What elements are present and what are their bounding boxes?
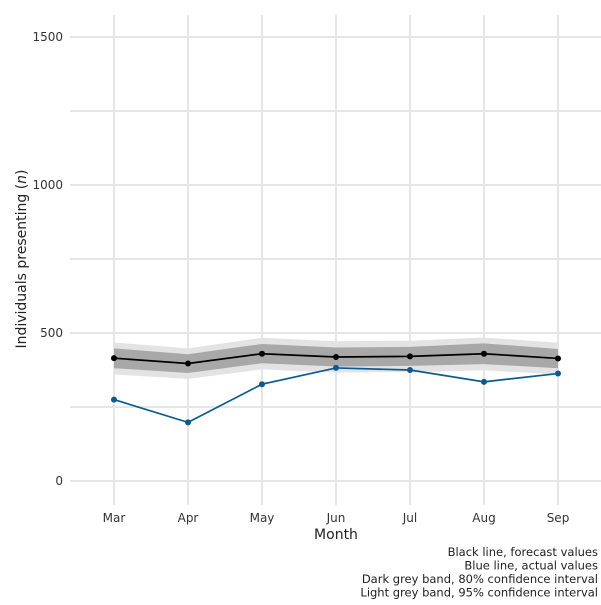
tick-labels: Mar Apr May Jun Jul Aug Sep 0 500 1000 1500 [32, 30, 569, 525]
x-tick-label: Apr [178, 511, 199, 525]
caption-line: Dark grey band, 80% confidence interval [362, 572, 598, 586]
caption-line: Black line, forecast values [448, 545, 598, 559]
x-tick-label: Sep [547, 511, 570, 525]
actual-point [407, 367, 413, 373]
grid [70, 15, 601, 505]
forecast-point [111, 355, 117, 362]
x-tick-label: Aug [472, 511, 495, 525]
y-tick-label: 1000 [32, 178, 63, 192]
forecast-point [259, 350, 265, 357]
actual-point [185, 419, 191, 426]
x-axis-title: Month [314, 527, 358, 543]
actual-point [555, 370, 561, 377]
x-tick-label: Jun [326, 511, 346, 525]
forecast-point [333, 353, 339, 360]
caption-line: Light grey band, 95% confidence interval [360, 586, 598, 600]
actual-point [259, 381, 265, 388]
y-tick-label: 500 [40, 326, 63, 340]
caption-line: Blue line, actual values [464, 559, 598, 573]
y-axis-title: Individuals presenting (n) [14, 169, 30, 348]
y-tick-label: 1500 [32, 30, 63, 44]
actual-point [111, 396, 117, 403]
x-tick-label: May [250, 511, 275, 525]
forecast-point [481, 350, 487, 357]
actual-point [481, 378, 487, 385]
forecast-point [407, 353, 413, 360]
series-points [111, 350, 561, 426]
x-tick-label: Jul [402, 511, 417, 525]
forecast-point [185, 360, 191, 367]
x-tick-label: Mar [103, 511, 126, 525]
forecast-point [555, 355, 561, 362]
y-tick-label: 0 [55, 474, 63, 488]
actual-point [333, 364, 339, 371]
